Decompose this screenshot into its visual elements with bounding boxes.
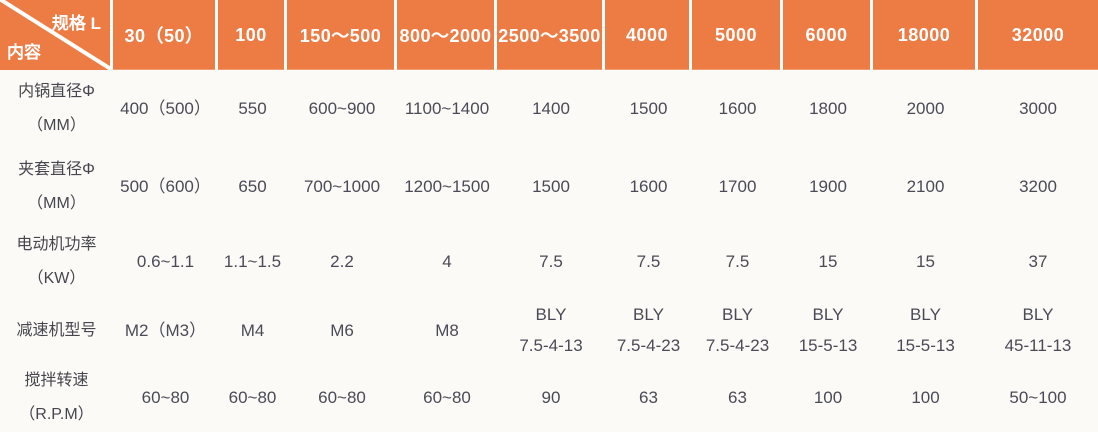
table-cell: 1600	[718, 98, 757, 118]
table-cell: 90	[541, 387, 561, 407]
table-cell: 650	[238, 176, 267, 196]
table-cell: 400（500）	[120, 98, 211, 118]
table-row-jacket-diameter: 夹套直径Φ （MM） 500（600） 650 700~1000 1200~15…	[0, 148, 1098, 226]
table-cell: 15	[818, 251, 838, 271]
row-label: 内锅直径Φ （MM）	[18, 83, 95, 134]
row-label: 夹套直径Φ （MM）	[18, 161, 95, 212]
corner-label-spec: 规格 L	[51, 14, 101, 33]
table-cell: BLY 7.5-4-13	[519, 305, 583, 355]
column-header-150-500: 150～500	[287, 0, 397, 70]
diagonal-divider-icon	[0, 0, 110, 70]
column-header-100: 100	[218, 0, 287, 70]
table-cell: 2100	[906, 176, 945, 196]
table-row-reducer-model: 减速机型号 M2（M3） M4 M6 M8 BLY 7.5-4-13 BLY 7…	[0, 298, 1098, 364]
table-cell: 100	[911, 387, 940, 407]
row-label: 减速机型号	[16, 322, 97, 340]
table-cell: 500（600）	[120, 176, 211, 196]
table-cell: 63	[639, 387, 658, 407]
table-corner-cell: 规格 L 内容	[0, 0, 113, 70]
column-header-2500-3500: 2500～3500	[497, 0, 605, 70]
table-cell: 1400	[532, 98, 570, 118]
column-header-18000: 18000	[873, 0, 978, 70]
column-header-6000: 6000	[783, 0, 873, 70]
table-cell: BLY 15-5-13	[896, 305, 955, 355]
table-cell: 2000	[906, 98, 945, 118]
table-cell: 2.2	[330, 251, 354, 271]
table-cell: 60~80	[318, 387, 366, 407]
row-label: 搅拌转速 （R.P.M）	[19, 372, 94, 423]
corner-label-content: 内容	[7, 43, 41, 62]
column-header-32000: 32000	[978, 0, 1098, 70]
table-cell: M8	[435, 320, 459, 340]
table-cell: 7.5	[725, 251, 750, 271]
table-cell: 3200	[1019, 176, 1057, 196]
table-cell: 550	[238, 98, 267, 118]
table-cell: 1900	[809, 176, 847, 196]
column-header-5000: 5000	[692, 0, 783, 70]
table-cell: 1600	[629, 176, 668, 196]
table-cell: 3000	[1019, 98, 1057, 118]
column-header-800-2000: 800～2000	[397, 0, 497, 70]
table-cell: 50~100	[1009, 387, 1067, 407]
table-cell: BLY 7.5-4-23	[616, 305, 681, 355]
table-cell: 700~1000	[303, 176, 381, 196]
table-cell: M2（M3）	[124, 320, 207, 340]
table-cell: M4	[240, 320, 265, 340]
table-cell: 4	[442, 251, 452, 271]
table-row-stirring-speed: 搅拌转速 （R.P.M） 60~80 60~80 60~80 60~80 90 …	[0, 364, 1098, 432]
table-cell: BLY 45-11-13	[1004, 305, 1072, 355]
table-cell: 63	[728, 387, 747, 407]
column-header-30-50: 30（50）	[113, 0, 218, 70]
table-cell: 60~80	[228, 387, 277, 407]
table-header-row: 规格 L 内容 30（50） 100 150～500 800～2000 2500…	[0, 0, 1098, 70]
table-cell: 15	[916, 251, 935, 271]
table-cell: 100	[813, 387, 843, 407]
table-cell: 7.5	[636, 251, 661, 271]
table-cell: 37	[1028, 251, 1048, 271]
table-cell: 1800	[809, 98, 847, 118]
column-header-4000: 4000	[605, 0, 692, 70]
table-cell: BLY 7.5-4-23	[705, 305, 770, 355]
table-cell: 7.5	[539, 251, 563, 271]
table-cell: 60~80	[141, 387, 190, 407]
table-cell: 1200~1500	[404, 176, 490, 196]
table-cell: 1100~1400	[404, 98, 490, 118]
table-cell: 1700	[718, 176, 757, 196]
table-cell: 1500	[629, 98, 668, 118]
table-row-motor-power: 电动机功率 （KW） 0.6~1.1 1.1~1.5 2.2 4 7.5 7.5…	[0, 226, 1098, 298]
table-cell: 1.1~1.5	[223, 251, 282, 271]
table-row-inner-pot-diameter: 内锅直径Φ （MM） 400（500） 550 600~900 1100~140…	[0, 70, 1098, 148]
table-cell: M6	[330, 320, 354, 340]
table-cell: 0.6~1.1	[136, 251, 195, 271]
table-cell: BLY 15-5-13	[798, 305, 858, 355]
table-cell: 1500	[532, 176, 570, 196]
row-label: 电动机功率 （KW）	[16, 236, 97, 287]
table-cell: 60~80	[423, 387, 471, 407]
table-cell: 600~900	[308, 98, 376, 118]
